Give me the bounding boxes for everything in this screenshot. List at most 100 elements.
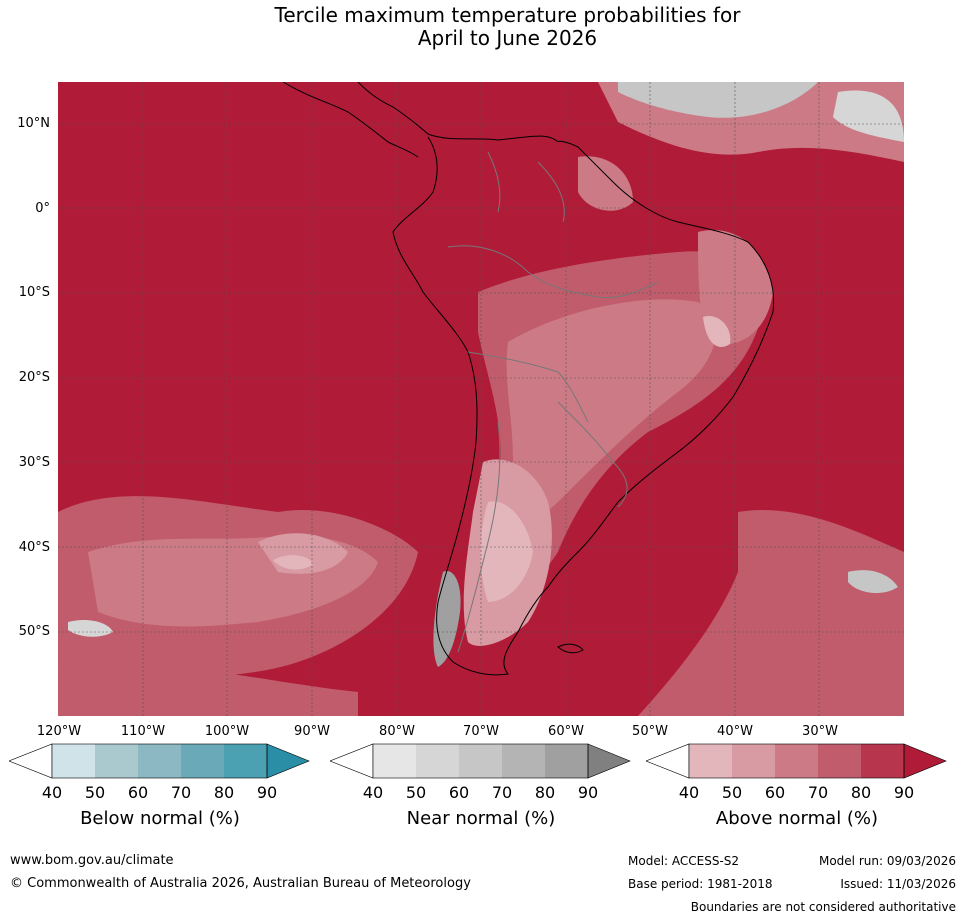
colorbar-swatch bbox=[373, 744, 416, 778]
brazil-east-zone bbox=[698, 230, 773, 345]
lat-label-30s: 30°S bbox=[18, 455, 50, 470]
colorbar-swatch bbox=[732, 744, 775, 778]
lon-label-110w: 110°W bbox=[120, 724, 166, 739]
tick-label: 70 bbox=[170, 783, 192, 802]
boundaries-disclaimer: Boundaries are not considered authoritat… bbox=[690, 900, 956, 914]
tick-label: 40 bbox=[678, 783, 700, 802]
lat-label-20s: 20°S bbox=[18, 370, 50, 385]
legend-title-below: Below normal (%) bbox=[80, 808, 240, 829]
issued-date: Issued: 11/03/2026 bbox=[840, 877, 956, 891]
colorbar-swatch-lower bbox=[9, 743, 53, 779]
falklands bbox=[557, 643, 584, 654]
lon-label-50w: 50°W bbox=[632, 724, 668, 739]
far-south-zone bbox=[58, 665, 358, 716]
south-atlantic-grey bbox=[848, 570, 898, 594]
legend-title-near: Near normal (%) bbox=[406, 808, 556, 829]
colorbar-swatch-upper bbox=[903, 743, 947, 779]
model-name: Model: ACCESS-S2 bbox=[628, 854, 740, 868]
gridlines bbox=[58, 82, 904, 716]
colorbar-swatch bbox=[416, 744, 459, 778]
colorbar-near-normal bbox=[330, 743, 631, 779]
colorbar-swatch bbox=[224, 744, 267, 778]
lon-label-30w: 30°W bbox=[802, 724, 838, 739]
lat-label-0: 0° bbox=[35, 201, 50, 216]
tick-label: 60 bbox=[764, 783, 786, 802]
title-line-1: Tercile maximum temperature probabilitie… bbox=[274, 3, 741, 27]
lat-label-50s: 50°S bbox=[18, 624, 50, 639]
south-america-inner bbox=[506, 299, 716, 515]
tick-label: 50 bbox=[405, 783, 427, 802]
atlantic-near-normal bbox=[833, 90, 904, 142]
guiana-zone bbox=[578, 156, 633, 211]
lon-label-100w: 100°W bbox=[204, 724, 250, 739]
tick-label: 40 bbox=[362, 783, 384, 802]
colorbar-swatch bbox=[52, 744, 95, 778]
colorbar-outline bbox=[51, 743, 268, 779]
website-link[interactable]: www.bom.gov.au/climate bbox=[10, 853, 174, 868]
colorbar-swatch bbox=[502, 744, 545, 778]
title-line-2: April to June 2026 bbox=[417, 26, 598, 50]
caribbean-near-normal bbox=[618, 82, 818, 118]
border-f bbox=[537, 161, 565, 223]
tick-label: 90 bbox=[577, 783, 599, 802]
south-pacific-zone-peak bbox=[273, 555, 313, 570]
tick-label: 90 bbox=[256, 783, 278, 802]
central-america-coast bbox=[282, 82, 419, 158]
colorbar-swatch-lower bbox=[330, 743, 374, 779]
coastlines bbox=[282, 82, 775, 676]
map-canvas bbox=[58, 82, 904, 716]
tick-label: 90 bbox=[893, 783, 915, 802]
colorbar-swatch bbox=[818, 744, 861, 778]
colorbar-swatch-lower bbox=[646, 743, 690, 779]
border-c bbox=[457, 421, 501, 653]
atlantic-south-zone bbox=[638, 510, 904, 716]
colorbar-swatch bbox=[459, 744, 502, 778]
copyright-notice: © Commonwealth of Australia 2026, Austra… bbox=[10, 876, 471, 891]
country-borders bbox=[447, 151, 659, 653]
colorbar-swatch bbox=[138, 744, 181, 778]
colorbar-swatch-upper bbox=[587, 743, 631, 779]
border-b bbox=[467, 351, 589, 423]
colorbar-swatch bbox=[181, 744, 224, 778]
tick-label: 50 bbox=[84, 783, 106, 802]
lon-label-40w: 40°W bbox=[717, 724, 753, 739]
tick-label: 80 bbox=[850, 783, 872, 802]
border-e bbox=[487, 151, 501, 213]
model-run-date: Model run: 09/03/2026 bbox=[818, 854, 956, 868]
lon-label-60w: 60°W bbox=[548, 724, 584, 739]
base-period: Base period: 1981-2018 bbox=[628, 877, 773, 891]
probability-zones bbox=[58, 82, 904, 716]
lat-label-10n: 10°N bbox=[17, 116, 50, 131]
legend-title-above: Above normal (%) bbox=[715, 808, 879, 829]
colorbar-below-normal bbox=[9, 743, 310, 779]
tick-label: 70 bbox=[807, 783, 829, 802]
tick-label: 80 bbox=[213, 783, 235, 802]
brazil-east-core bbox=[703, 316, 731, 347]
tick-label: 60 bbox=[448, 783, 470, 802]
lon-label-70w: 70°W bbox=[463, 724, 499, 739]
tick-label: 40 bbox=[41, 783, 63, 802]
border-d bbox=[557, 401, 628, 508]
lat-label-40s: 40°S bbox=[18, 540, 50, 555]
colorbar-swatch bbox=[95, 744, 138, 778]
argentina-core bbox=[480, 501, 533, 602]
lon-label-90w: 90°W bbox=[294, 724, 330, 739]
south-america-coast bbox=[392, 136, 775, 676]
chart-title: Tercile maximum temperature probabilitie… bbox=[0, 4, 965, 50]
colorbar-swatch bbox=[861, 744, 904, 778]
colorbar-outline bbox=[372, 743, 589, 779]
colorbar-swatch-upper bbox=[266, 743, 310, 779]
tick-label: 50 bbox=[721, 783, 743, 802]
lon-label-80w: 80°W bbox=[379, 724, 415, 739]
west-south-grey bbox=[68, 620, 113, 637]
tick-label: 60 bbox=[127, 783, 149, 802]
colorbar-swatch bbox=[775, 744, 818, 778]
border-a bbox=[447, 245, 659, 299]
tick-label: 70 bbox=[491, 783, 513, 802]
tick-label: 80 bbox=[534, 783, 556, 802]
colorbar-swatch bbox=[689, 744, 732, 778]
colorbar-swatch bbox=[545, 744, 588, 778]
lon-label-120w: 120°W bbox=[36, 724, 82, 739]
lat-label-10s: 10°S bbox=[18, 285, 50, 300]
caribbean-coast bbox=[357, 82, 559, 143]
